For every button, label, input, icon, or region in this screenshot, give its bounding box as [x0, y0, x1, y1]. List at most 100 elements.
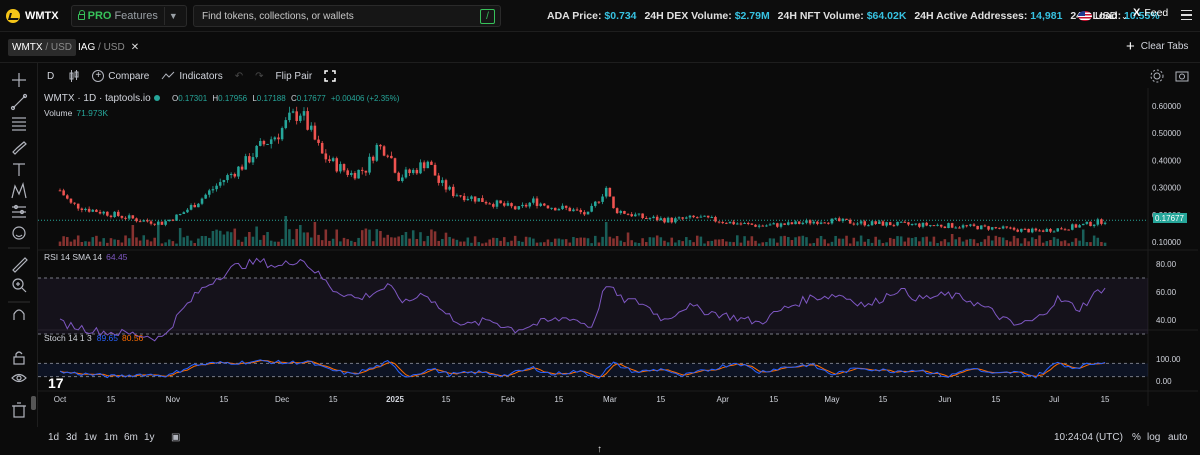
price-axis-label: 0.60000: [1152, 102, 1181, 111]
currency-selector[interactable]: USD ⌄: [1078, 7, 1128, 25]
candle-body: [1001, 226, 1005, 229]
candle-body: [1049, 229, 1052, 232]
stat-value: 14,981: [1030, 10, 1063, 22]
volume-bar: [317, 234, 320, 246]
price-chart[interactable]: 0.600000.500000.400000.300000.200000.100…: [38, 88, 1198, 406]
price-axis-label: 0.30000: [1152, 184, 1181, 193]
volume-bar: [157, 222, 160, 246]
magnet-icon[interactable]: [13, 309, 25, 320]
volume-bar: [451, 238, 455, 246]
fullscreen-icon[interactable]: [324, 70, 336, 82]
volume-bar: [138, 240, 142, 246]
search-input[interactable]: [194, 10, 464, 22]
volume-bar: [568, 242, 572, 246]
candle-body: [466, 198, 470, 201]
volume-bar: [892, 238, 896, 246]
flip-pair-button[interactable]: Flip Pair: [275, 70, 313, 82]
range-1w-button[interactable]: 1w: [84, 432, 97, 443]
volume-bar: [655, 235, 659, 246]
volume-bar: [827, 243, 830, 246]
volume-bar: [823, 239, 826, 246]
compare-button[interactable]: + Compare: [92, 70, 149, 82]
volume-bar: [251, 236, 255, 246]
volume-bar: [772, 238, 775, 246]
undo-icon[interactable]: ↶: [234, 70, 244, 82]
candle-body: [397, 172, 400, 182]
volume-bar: [899, 236, 903, 246]
candle-body: [936, 224, 939, 226]
range-1y-button[interactable]: 1y: [144, 432, 155, 443]
log-toggle[interactable]: log: [1147, 432, 1161, 443]
collapse-arrow-icon[interactable]: ↑: [597, 444, 602, 455]
volume-bar: [510, 240, 513, 246]
emoji-icon[interactable]: [12, 226, 26, 240]
range-3d-button[interactable]: 3d: [66, 432, 78, 443]
volume-bar: [736, 235, 739, 246]
chevron-down-icon[interactable]: ▼: [163, 6, 182, 25]
sidebar-scroll-handle[interactable]: [31, 396, 36, 410]
candle-body: [903, 221, 907, 223]
clock-time[interactable]: 10:24:04 (UTC): [1054, 432, 1123, 443]
indicators-button[interactable]: Indicators: [161, 70, 223, 82]
price-axis-label: 0.10000: [1152, 238, 1181, 247]
candle-body: [200, 198, 204, 204]
volume-label: Volume: [44, 108, 73, 118]
brand-logo[interactable]: WMTX: [6, 5, 59, 27]
candle-body: [492, 204, 495, 207]
redo-icon[interactable]: ↷: [255, 70, 264, 82]
volume-bar: [721, 239, 725, 246]
candle-body: [779, 223, 783, 227]
fib-retracement-icon[interactable]: [12, 117, 26, 131]
close-icon[interactable]: ✕: [130, 42, 140, 53]
interval-button[interactable]: D: [47, 70, 55, 82]
volume-bar: [1020, 243, 1023, 246]
candle-body: [736, 223, 739, 225]
candle-body: [1009, 227, 1012, 229]
volume-bar: [470, 242, 473, 246]
candle-body: [368, 156, 371, 173]
percent-toggle[interactable]: %: [1132, 432, 1141, 443]
pro-features-button[interactable]: PRO Features ▼: [70, 4, 187, 27]
volume-bar: [160, 243, 164, 246]
ruler-icon[interactable]: [12, 257, 28, 273]
volume-bar: [808, 243, 812, 246]
chart-area[interactable]: 0.600000.500000.400000.300000.200000.100…: [38, 88, 1198, 406]
trend-line-icon[interactable]: [10, 93, 28, 111]
volume-bar: [550, 242, 553, 246]
brush-icon[interactable]: [12, 141, 27, 155]
settings-gear-icon[interactable]: [1150, 69, 1164, 83]
candle-body: [1081, 223, 1085, 226]
candle-body: [73, 202, 76, 204]
date-range-icon[interactable]: ▣: [171, 432, 181, 443]
range-1m-button[interactable]: 1m: [104, 432, 118, 443]
stat-label: 24H DEX Volume:: [644, 10, 732, 22]
candle-type-button[interactable]: [68, 70, 80, 82]
screenshot-icon[interactable]: [1175, 69, 1189, 83]
auto-toggle[interactable]: auto: [1168, 432, 1188, 443]
feed-button[interactable]: X Feed: [1133, 7, 1168, 19]
menu-icon[interactable]: [1181, 10, 1192, 20]
trash-icon[interactable]: [12, 402, 26, 418]
volume-bar: [218, 230, 222, 246]
volume-bar: [368, 229, 371, 246]
candle-body: [837, 218, 841, 222]
volume-bar: [714, 239, 717, 246]
zoom-in-icon[interactable]: [12, 278, 27, 293]
lock-drawing-icon[interactable]: [13, 351, 25, 365]
prediction-icon[interactable]: [12, 204, 26, 218]
volume-bar: [539, 242, 542, 246]
crosshair-icon[interactable]: [12, 73, 26, 87]
tab-wmtx[interactable]: WMTX / USD: [8, 39, 76, 56]
eye-icon[interactable]: [11, 373, 27, 383]
clear-tabs-button[interactable]: + Clear Tabs: [1126, 39, 1188, 54]
pattern-icon[interactable]: [11, 181, 27, 199]
rsi-label: RSI 14 SMA 14: [44, 252, 102, 262]
text-tool-icon[interactable]: [13, 163, 25, 176]
volume-bar: [990, 240, 994, 246]
volume-bar: [590, 243, 593, 246]
range-6m-button[interactable]: 6m: [124, 432, 138, 443]
candle-body: [441, 180, 444, 183]
low-value: 0.17188: [257, 94, 286, 103]
tab-iag[interactable]: IAG / USD ✕: [74, 39, 143, 56]
range-1d-button[interactable]: 1d: [48, 432, 60, 443]
